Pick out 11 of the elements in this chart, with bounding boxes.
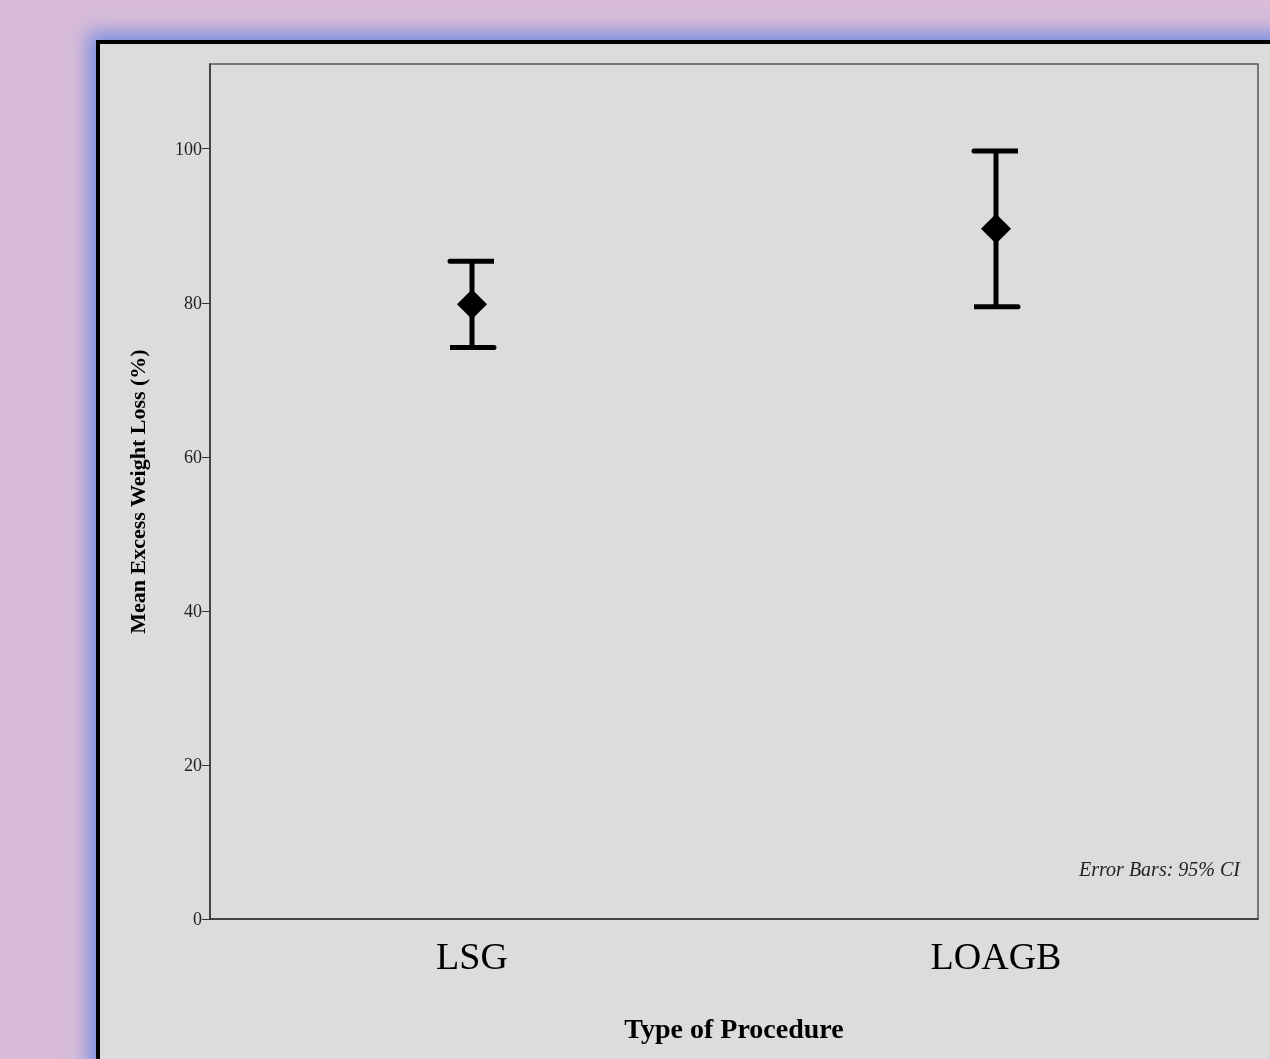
annotation: Error Bars: 95% CI — [1078, 858, 1242, 880]
y-tick-label: 40 — [184, 600, 202, 621]
y-axis-title: Mean Excess Weight Loss (%) — [124, 349, 150, 634]
y-tick-label: 0 — [193, 909, 202, 929]
y-tick-label: 100 — [175, 138, 202, 159]
y-tick-label: 60 — [184, 446, 202, 467]
x-tick-label: LOAGB — [930, 935, 1062, 977]
x-tick-label: LSG — [436, 935, 508, 977]
x-axis-title: Type of Procedure — [624, 1012, 844, 1044]
y-tick-label: 20 — [184, 754, 202, 775]
y-tick-label: 80 — [184, 292, 202, 313]
